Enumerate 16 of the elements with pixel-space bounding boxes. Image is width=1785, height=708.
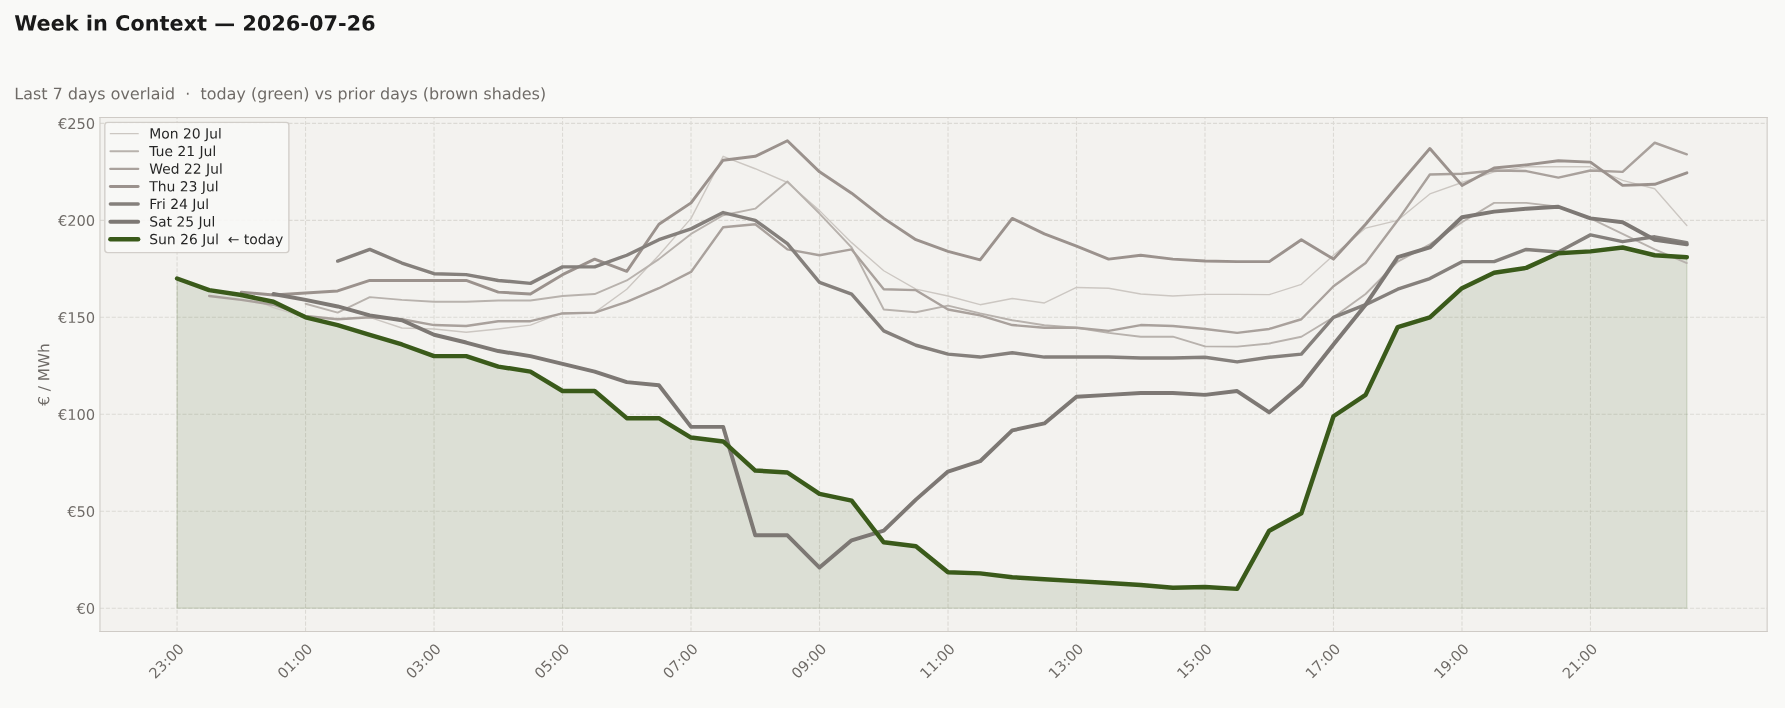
legend-label: Sun 26 Jul ← today <box>150 233 283 248</box>
y-tick-label: €250 <box>57 118 95 130</box>
y-tick-label: €100 <box>57 409 95 421</box>
chart-title: Week in Context — 2026-07-26 <box>14 14 375 31</box>
legend-label: Fri 24 Jul <box>150 198 208 212</box>
chart-subtitle: Last 7 days overlaid · today (green) vs prior days (brown shades) <box>15 87 545 103</box>
legend-label: Wed 22 Jul <box>149 163 222 177</box>
legend-label: Tue 21 Jul <box>149 145 215 159</box>
y-tick-label: €0 <box>76 602 95 615</box>
y-tick-label: €50 <box>67 505 95 518</box>
y-tick-label: €200 <box>57 215 95 227</box>
legend-label: Thu 23 Jul <box>149 180 218 195</box>
y-tick-label: €150 <box>57 312 95 324</box>
legend-label: Mon 20 Jul <box>150 127 221 142</box>
legend-label: Sat 25 Jul <box>150 215 214 230</box>
y-axis-title: € / MWh <box>37 344 51 406</box>
